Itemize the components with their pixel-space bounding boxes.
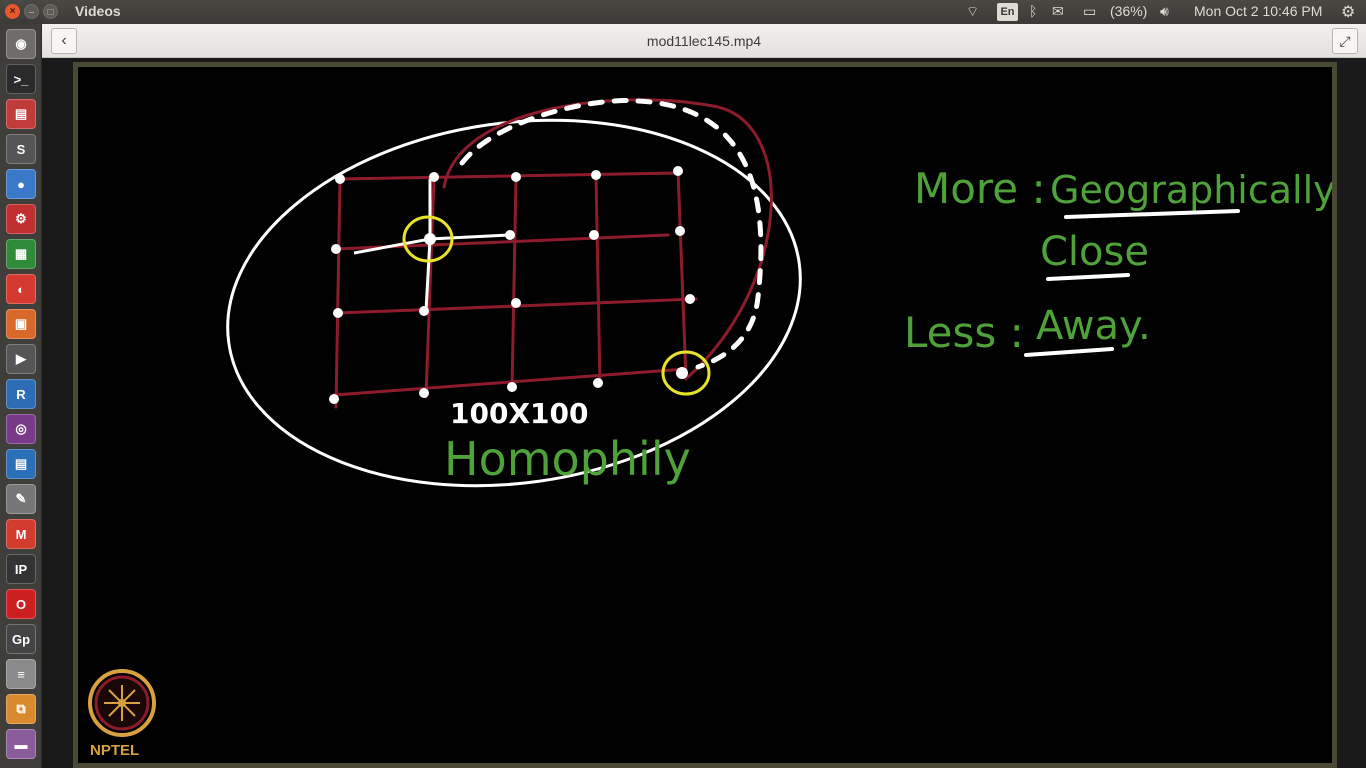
fullscreen-button[interactable]: ⤢ [1332, 28, 1358, 54]
battery-percent[interactable]: (36%) [1110, 3, 1148, 19]
launcher-video-editor-icon[interactable]: ▶ [6, 344, 36, 374]
launcher-spreadsheet-icon[interactable]: ▦ [6, 239, 36, 269]
less-value-away: Away [1036, 303, 1143, 349]
launcher-pdf-icon[interactable]: ◐ [6, 274, 36, 304]
end-node-highlight [661, 350, 711, 396]
launcher-opera-icon[interactable]: O [6, 589, 36, 619]
nptel-logo-text: NPTEL [90, 742, 139, 759]
grid-nodes [329, 166, 695, 404]
launcher-chrome-icon[interactable]: ● [6, 169, 36, 199]
video-title: mod11lec145.mp4 [646, 33, 762, 49]
launcher-text-editor-icon[interactable]: ✎ [6, 484, 36, 514]
session-gear-icon[interactable]: ⚙ [1341, 4, 1356, 21]
clock[interactable]: Mon Oct 2 10:46 PM [1194, 3, 1323, 19]
launcher-archive-icon[interactable]: ⧉ [6, 694, 36, 724]
launcher-dash-icon[interactable]: ◉ [6, 29, 36, 59]
grid-size-label: 100X100 [450, 397, 588, 430]
underline-close [1046, 273, 1130, 281]
launcher-writer-icon[interactable]: ▤ [6, 449, 36, 479]
launcher-media-icon[interactable]: ◎ [6, 414, 36, 444]
header-bar: ‹ mod11lec145.mp4 ⤢ [42, 24, 1366, 58]
launcher-settings-icon[interactable]: ⚙ [6, 204, 36, 234]
video-content: 100X100 Homophily More : Geographically … [88, 98, 1332, 759]
mail-icon[interactable]: ✉ [1052, 3, 1064, 19]
bluetooth-icon[interactable]: ᛒ [1029, 3, 1038, 19]
maximize-window-button[interactable]: □ [43, 4, 58, 19]
back-button[interactable]: ‹ [51, 28, 77, 54]
video-area[interactable]: 100X100 Homophily More : Geographically … [42, 58, 1366, 768]
dashed-path [459, 98, 764, 370]
fullscreen-icon: ⤢ [1339, 33, 1351, 49]
launcher-sublime-icon[interactable]: S [6, 134, 36, 164]
less-label: Less : [904, 308, 1024, 357]
topic-label: Homophily [444, 432, 691, 486]
nptel-logo [88, 669, 156, 737]
launcher-ipython-icon[interactable]: IP [6, 554, 36, 584]
outer-ellipse [226, 118, 802, 488]
underline-away [1024, 347, 1114, 357]
underline-geographically [1064, 209, 1240, 219]
wifi-icon[interactable]: ⌔ [966, 3, 980, 19]
launcher-impress-icon[interactable]: ▣ [6, 309, 36, 339]
battery-icon[interactable]: ▭ [1083, 3, 1097, 19]
minimize-window-button[interactable]: – [24, 4, 39, 19]
close-window-button[interactable]: × [5, 4, 20, 19]
more-value-geographically: Geographically [1050, 168, 1332, 212]
launcher-gephi-icon[interactable]: Gp [6, 624, 36, 654]
launcher-drive-icon[interactable]: ▬ [6, 729, 36, 759]
launcher-stack-icon[interactable]: ≡ [6, 659, 36, 689]
volume-icon[interactable]: 🔊︎ [1160, 3, 1169, 19]
keyboard-layout-indicator[interactable]: En [997, 3, 1018, 21]
launcher-r-icon[interactable]: R [6, 379, 36, 409]
launcher-files-icon[interactable]: ▤ [6, 99, 36, 129]
launcher: ◉ >_ ▤ S ● ⚙ ▦ ◐ ▣ ▶ R ◎ ▤ ✎ M IP O Gp ≡ ⧉ ▬ [0, 24, 42, 768]
less-period: . [1138, 303, 1151, 349]
launcher-terminal-icon[interactable]: >_ [6, 64, 36, 94]
launcher-gmail-icon[interactable]: M [6, 519, 36, 549]
video-frame[interactable]: 100X100 Homophily More : Geographically … [73, 62, 1337, 768]
app-title: Videos [75, 3, 121, 19]
nptel-logo-ring [88, 669, 156, 737]
top-panel: × – □ Videos ⌔ En ᛒ ✉ ▭ (36%) 🔊︎ Mon Oct… [0, 0, 1366, 24]
start-node-highlight [402, 215, 454, 263]
more-value-close: Close [1040, 229, 1149, 275]
chevron-left-icon: ‹ [61, 32, 67, 49]
more-label: More : [914, 164, 1046, 213]
